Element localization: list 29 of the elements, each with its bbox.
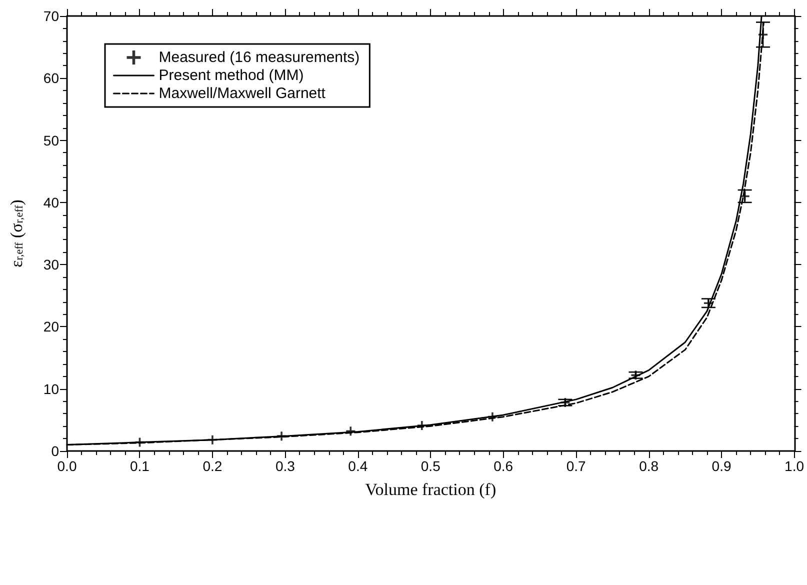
point	[346, 426, 356, 436]
x-tick-label: 0.2	[202, 458, 222, 474]
x-tick-label: 0.5	[420, 458, 441, 474]
y-tick-label: 30	[43, 256, 60, 273]
x-tick-label: 0.1	[130, 458, 150, 474]
x-tick-label: 1.0	[784, 458, 804, 474]
y-tick-label: 40	[43, 194, 60, 210]
x-tick-label: 0.0	[57, 458, 77, 474]
x-tick-label: 0.7	[566, 458, 586, 474]
y-tick-label: 10	[43, 380, 60, 397]
x-tick-label: 0.8	[639, 458, 659, 474]
legend-label: Maxwell/Maxwell Garnett	[158, 85, 326, 102]
legend-label: Present method (MM)	[158, 67, 304, 84]
point	[488, 412, 497, 422]
y-tick-label: 60	[43, 70, 60, 86]
y-tick-label: 0	[51, 443, 60, 459]
x-tick-label: 0.6	[494, 458, 514, 474]
point	[417, 421, 426, 430]
y-tick-label: 70	[43, 8, 60, 24]
x-tick-label: 0.3	[275, 458, 296, 474]
x-tick-label: 0.4	[348, 458, 368, 474]
x-tick-label: 0.9	[712, 458, 732, 474]
y-tick-label: 50	[43, 132, 60, 148]
point	[277, 432, 286, 441]
point	[208, 435, 217, 444]
legend-label: Measured (16 measurements)	[158, 49, 360, 66]
x-axis-title: Volume fraction (f)	[365, 480, 496, 499]
y-tick-label: 20	[43, 318, 60, 335]
y-axis-title: εr,eff (σr,eff)	[7, 200, 26, 268]
